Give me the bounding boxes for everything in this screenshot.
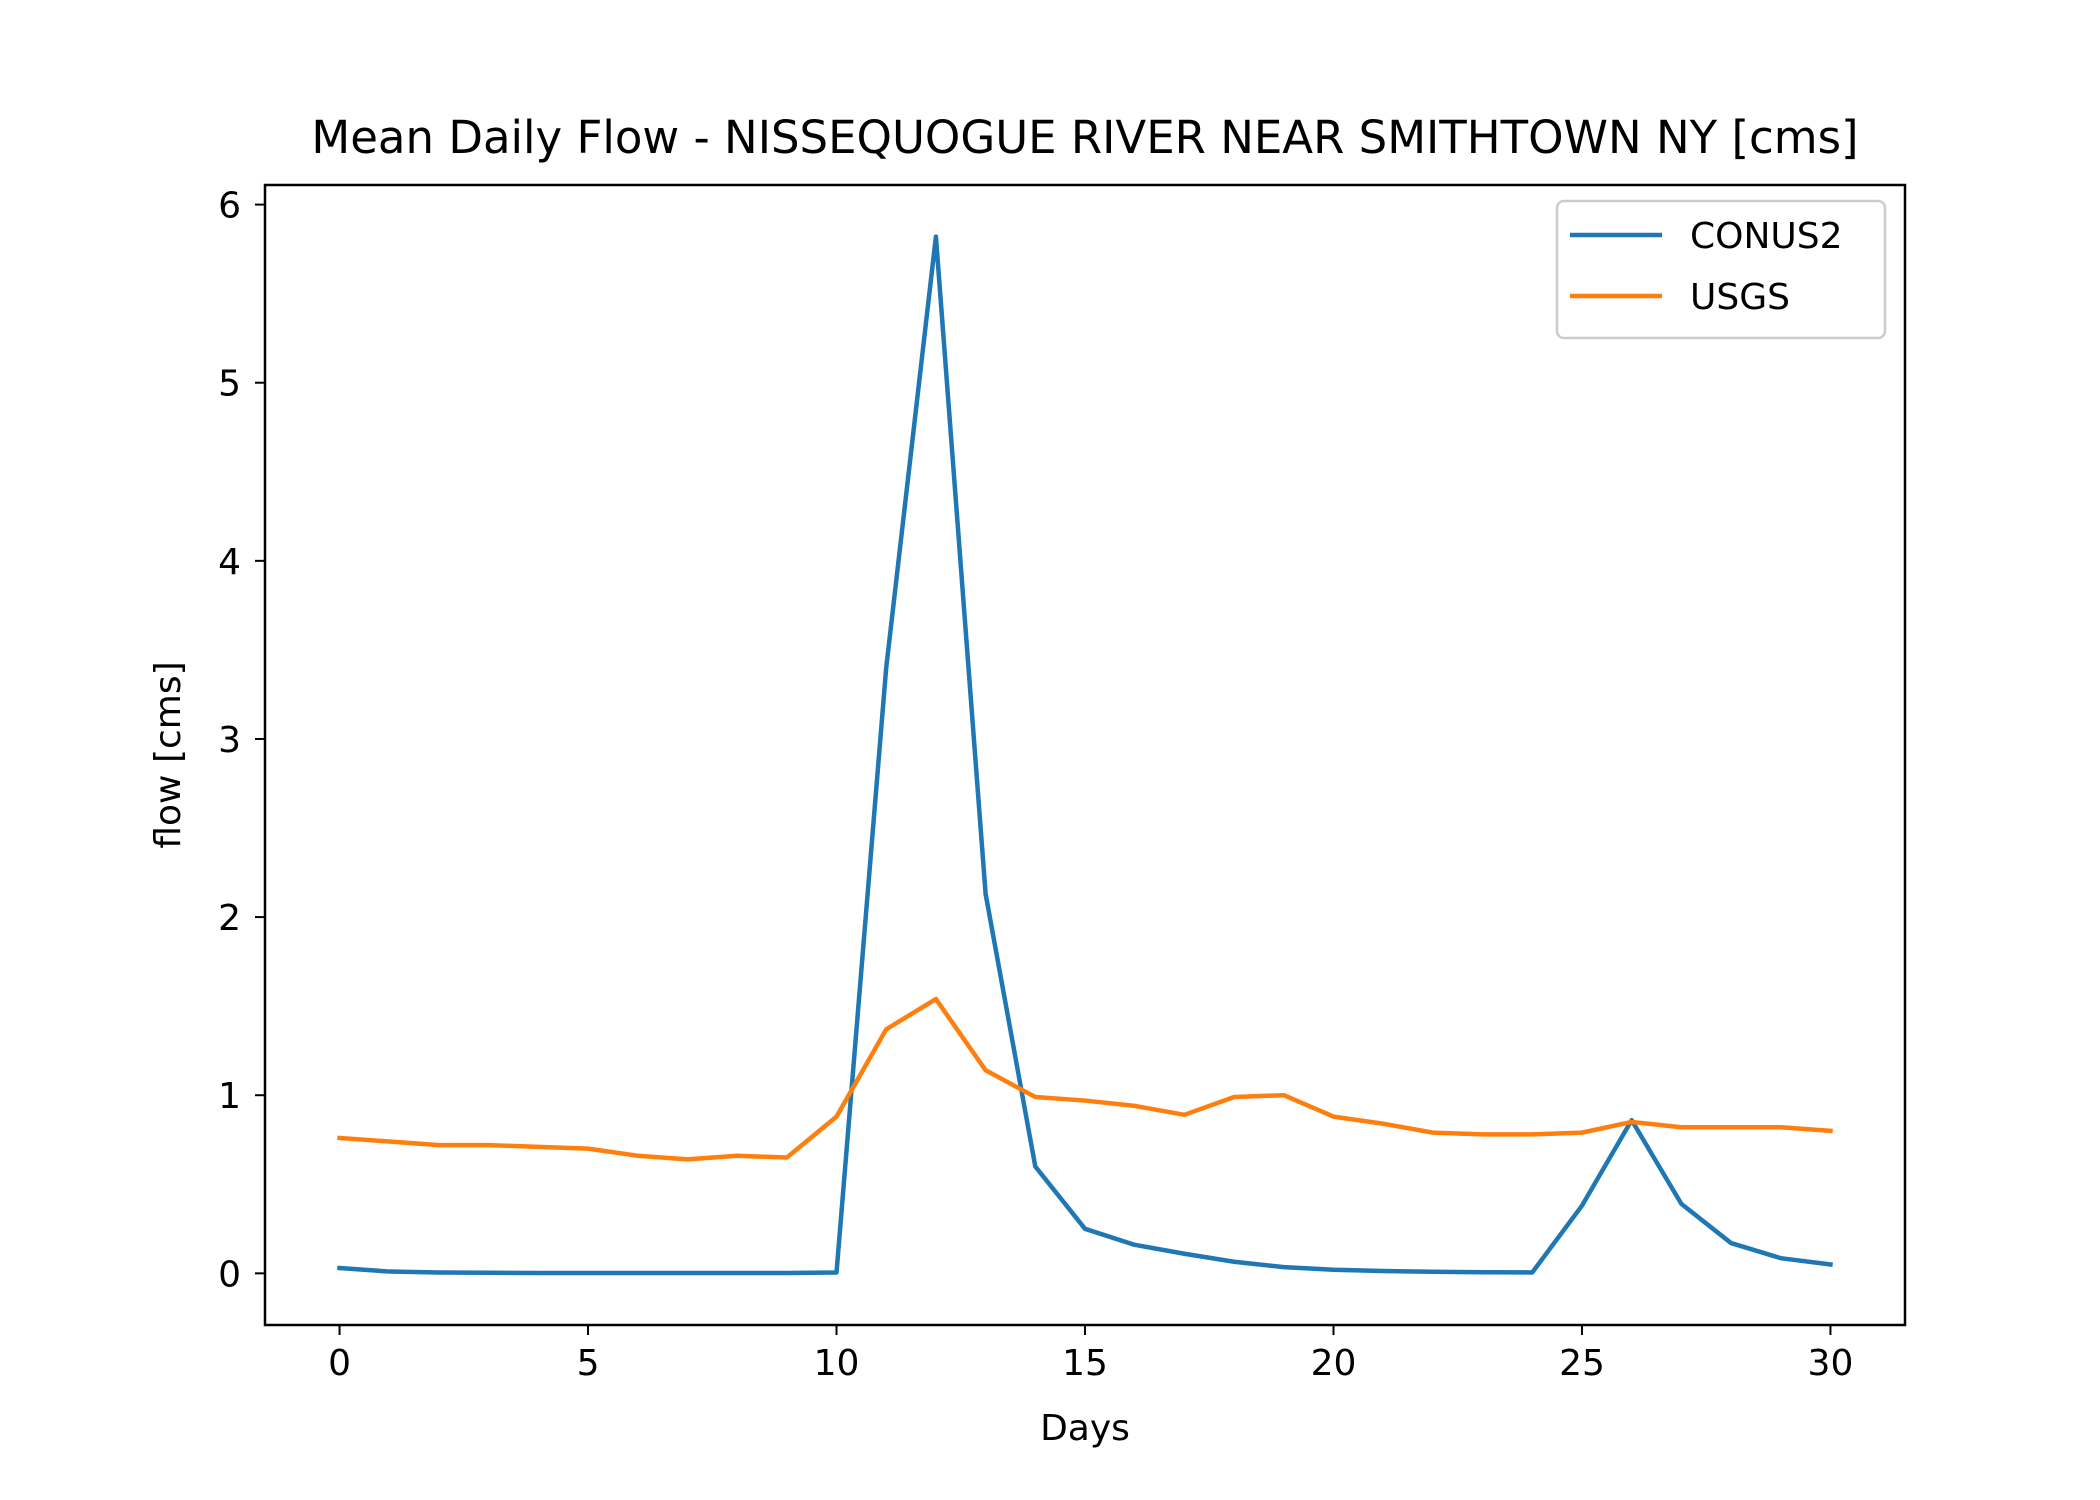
legend-label-conus2: CONUS2 — [1690, 216, 1843, 257]
chart-title: Mean Daily Flow - NISSEQUOGUE RIVER NEAR… — [311, 111, 1858, 164]
y-tick-label: 2 — [218, 898, 241, 939]
x-tick-label: 20 — [1311, 1343, 1357, 1384]
x-tick-label: 0 — [328, 1343, 351, 1384]
y-tick-label: 3 — [218, 720, 241, 761]
series-line-usgs — [337, 996, 1833, 1162]
y-axis-label: flow [cms] — [148, 661, 189, 848]
x-axis-label: Days — [1040, 1408, 1130, 1449]
x-tick-label: 5 — [577, 1343, 600, 1384]
y-tick-label: 0 — [218, 1254, 241, 1295]
y-tick-label: 6 — [218, 186, 241, 227]
legend: CONUS2 USGS — [1555, 199, 1887, 340]
y-tick-label: 5 — [218, 364, 241, 405]
x-tick-label: 25 — [1559, 1343, 1605, 1384]
y-tick-label: 1 — [218, 1076, 241, 1117]
x-tick-label: 15 — [1062, 1343, 1108, 1384]
legend-label-usgs: USGS — [1690, 277, 1790, 318]
x-axis: 0 5 10 15 20 25 30 — [328, 1325, 1853, 1384]
series-line-conus2 — [337, 234, 1833, 1276]
y-tick-label: 4 — [218, 542, 241, 583]
y-axis: 0 1 2 3 4 5 6 — [218, 186, 265, 1295]
x-tick-label: 30 — [1808, 1343, 1854, 1384]
x-tick-label: 10 — [814, 1343, 860, 1384]
series-layer — [337, 234, 1833, 1276]
